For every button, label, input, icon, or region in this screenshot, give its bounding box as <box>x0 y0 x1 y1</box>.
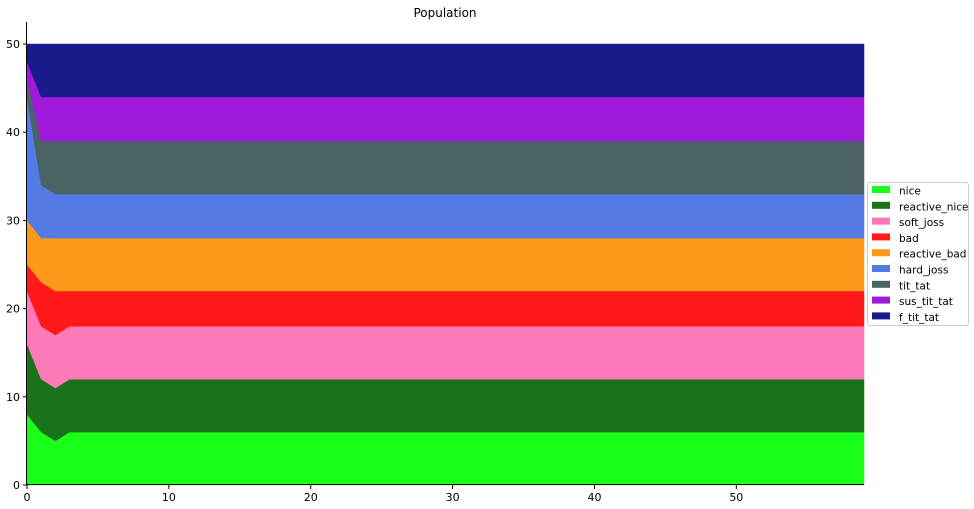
legend-swatch-hard-joss <box>872 265 890 272</box>
x-tick-label: 20 <box>304 491 318 504</box>
chart-title: Population <box>413 6 476 20</box>
x-tick-label: 50 <box>729 491 743 504</box>
x-tick-label: 0 <box>24 491 31 504</box>
legend-label-f-tit-tat: f_tit_tat <box>899 312 939 324</box>
y-tick-label: 20 <box>6 303 20 316</box>
legend-label-soft-joss: soft_joss <box>899 217 944 229</box>
legend-frame <box>867 182 969 326</box>
y-tick-label: 0 <box>13 479 20 492</box>
legend-label-reactive-bad: reactive_bad <box>899 249 966 261</box>
legend-swatch-nice <box>872 186 890 193</box>
x-tick-label: 40 <box>587 491 601 504</box>
y-tick-label: 10 <box>6 391 20 404</box>
legend-swatch-sus-tit-tat <box>872 296 890 304</box>
stacked-areas <box>26 43 865 486</box>
legend-swatch-tit-tat <box>872 280 890 288</box>
legend-swatch-bad <box>872 233 890 241</box>
x-tick-label: 30 <box>446 491 460 504</box>
legend-label-reactive-nice: reactive_nice <box>899 201 969 213</box>
legend-label-hard-joss: hard_joss <box>899 265 948 277</box>
legend-label-tit-tat: tit_tat <box>899 280 930 292</box>
legend-label-bad: bad <box>899 233 919 245</box>
area-f-tit-tat <box>26 43 865 98</box>
y-tick-label: 50 <box>6 38 20 51</box>
axis-ticks: 0 10 20 30 40 50 0 10 20 30 40 50 <box>6 38 743 504</box>
y-tick-label: 40 <box>6 126 20 139</box>
legend-label-nice: nice <box>899 186 921 198</box>
legend-swatch-reactive-bad <box>872 249 890 257</box>
legend-swatch-reactive-nice <box>872 201 890 209</box>
legend-swatch-soft-joss <box>872 217 890 225</box>
legend-swatch-f-tit-tat <box>872 312 890 320</box>
x-tick-label: 10 <box>162 491 176 504</box>
y-tick-label: 30 <box>6 214 20 227</box>
legend-label-sus-tit-tat: sus_tit_tat <box>899 296 953 308</box>
